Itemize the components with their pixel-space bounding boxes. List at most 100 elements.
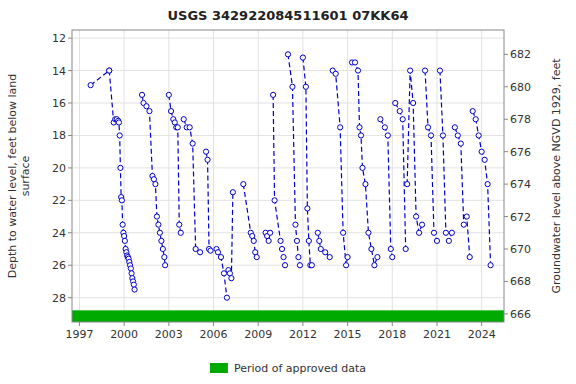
water-level-point: [254, 255, 259, 260]
water-level-point: [405, 182, 410, 187]
water-level-point: [358, 133, 363, 138]
water-level-point: [482, 157, 487, 162]
water-level-point: [455, 133, 460, 138]
y-tick-label: 28: [52, 292, 66, 305]
water-level-point: [416, 230, 421, 235]
water-level-point: [281, 255, 286, 260]
water-level-point: [467, 255, 472, 260]
water-level-point: [375, 255, 380, 260]
water-level-point: [163, 263, 168, 268]
y-tick-label: 20: [52, 162, 66, 175]
water-level-point: [241, 182, 246, 187]
plot-frame: [72, 30, 504, 322]
x-tick-label: 2015: [334, 328, 362, 341]
water-level-point: [327, 255, 332, 260]
approved-period-band: [72, 310, 504, 322]
y-axis: 121416182022242628: [52, 32, 72, 305]
water-level-point: [360, 165, 365, 170]
data-group: [72, 52, 504, 322]
legend-swatch: [210, 363, 228, 373]
water-level-point: [473, 117, 478, 122]
water-level-point: [160, 246, 165, 251]
water-level-point: [488, 263, 493, 268]
water-level-point: [278, 238, 283, 243]
y-tick: [68, 167, 72, 168]
y2-tick-label: 672: [510, 211, 531, 224]
legend-label: Period of approved data: [234, 362, 366, 375]
water-level-point: [464, 214, 469, 219]
water-level-point: [411, 100, 416, 105]
y2-tick-label: 666: [510, 308, 531, 321]
water-level-point: [296, 255, 301, 260]
y-tick: [68, 70, 72, 71]
x-tick: [213, 322, 214, 326]
water-level-point: [452, 125, 457, 130]
y2-tick-label: 682: [510, 48, 531, 61]
water-level-point: [434, 238, 439, 243]
y-grid-line: [72, 103, 504, 104]
water-level-point: [116, 120, 121, 125]
y-tick-label: 12: [52, 32, 66, 45]
water-level-point: [461, 222, 466, 227]
water-level-point: [419, 222, 424, 227]
y-grid-line: [72, 38, 504, 39]
x-tick: [481, 322, 482, 326]
water-level-point: [215, 250, 220, 255]
water-level-point: [382, 125, 387, 130]
water-level-point: [443, 230, 448, 235]
x-tick-label: 2018: [378, 328, 406, 341]
water-level-point: [317, 238, 322, 243]
y2-axis-label: Groundwater level above NGVD 1929, feet: [550, 58, 563, 294]
y-grid-line: [72, 167, 504, 168]
y-grid-line: [72, 135, 504, 136]
water-level-point: [118, 165, 123, 170]
x-tick-label: 1997: [65, 328, 93, 341]
water-level-point: [203, 149, 208, 154]
y2-tick: [504, 119, 508, 120]
x-grid-line: [258, 30, 259, 322]
y2-tick: [504, 216, 508, 217]
x-tick: [124, 322, 125, 326]
water-level-point: [139, 92, 144, 97]
water-level-point: [107, 68, 112, 73]
x-tick: [436, 322, 437, 326]
water-level-point: [266, 238, 271, 243]
water-level-point: [268, 230, 273, 235]
water-level-point: [385, 133, 390, 138]
water-level-point: [372, 263, 377, 268]
water-level-point: [369, 246, 374, 251]
water-level-point: [431, 230, 436, 235]
x-tick-label: 2000: [110, 328, 138, 341]
x-grid-line: [302, 30, 303, 322]
x-grid-line: [436, 30, 437, 322]
x-grid-line: [481, 30, 482, 322]
water-level-point: [437, 68, 442, 73]
water-level-point: [205, 157, 210, 162]
water-level-point: [343, 263, 348, 268]
water-level-point: [338, 125, 343, 130]
water-level-point: [218, 255, 223, 260]
y2-tick: [504, 54, 508, 55]
water-level-point: [157, 230, 162, 235]
title: USGS 342922084511601 07KK64: [167, 8, 408, 23]
x-tick: [392, 322, 393, 326]
water-level-point: [230, 190, 235, 195]
y-grid-line: [72, 200, 504, 201]
x-grid-line: [392, 30, 393, 322]
water-level-point: [272, 198, 277, 203]
water-level-point: [309, 263, 314, 268]
water-level-point: [403, 246, 408, 251]
water-level-point: [224, 295, 229, 300]
water-level-point: [159, 238, 164, 243]
water-level-point: [306, 238, 311, 243]
water-level-point: [366, 230, 371, 235]
x-tick-label: 2024: [468, 328, 496, 341]
x-grid-line: [347, 30, 348, 322]
water-level-point: [303, 84, 308, 89]
y2-tick-label: 678: [510, 113, 531, 126]
y-tick: [68, 135, 72, 136]
water-level-point: [378, 117, 383, 122]
water-level-point: [357, 125, 362, 130]
water-level-point: [397, 109, 402, 114]
y-tick-label: 22: [52, 194, 66, 207]
